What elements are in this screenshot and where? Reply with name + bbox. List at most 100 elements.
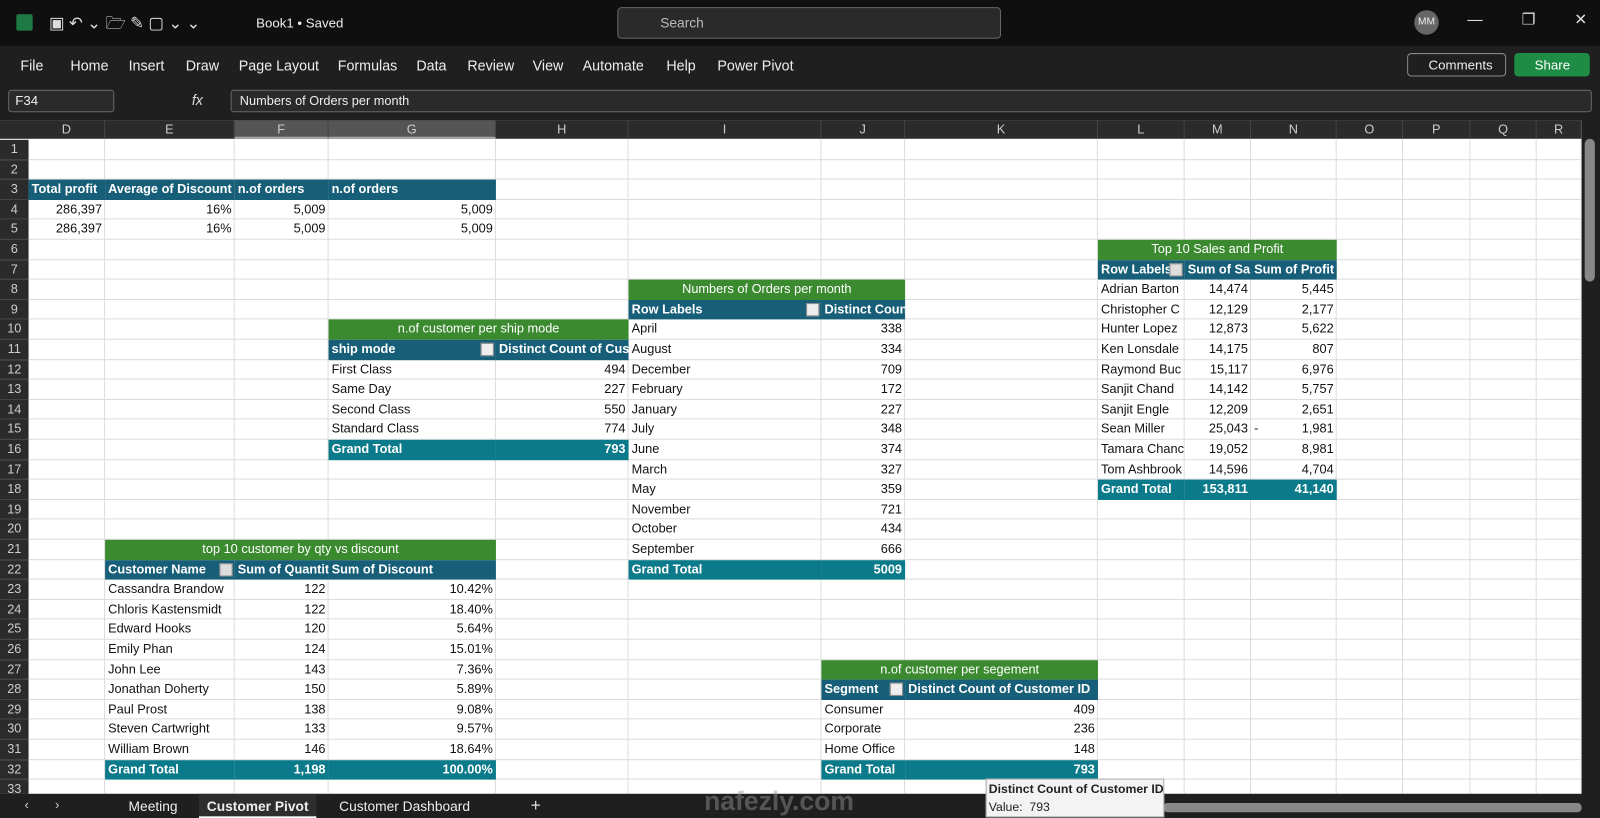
row-header[interactable]: 30 bbox=[0, 719, 29, 740]
pivot-cell: August bbox=[631, 341, 672, 357]
user-avatar[interactable]: MM bbox=[1414, 10, 1439, 35]
column-header[interactable]: H bbox=[496, 120, 629, 139]
row-header[interactable]: 31 bbox=[0, 739, 29, 760]
sheet-tab[interactable]: Customer Dashboard bbox=[339, 798, 471, 815]
row-header[interactable]: 13 bbox=[0, 379, 29, 400]
ribbon-tab[interactable]: Insert bbox=[128, 57, 165, 74]
pivot-title: Top 10 Sales and Profit bbox=[1097, 239, 1337, 260]
ribbon-tab[interactable]: Review bbox=[467, 57, 515, 74]
row-header[interactable]: 5 bbox=[0, 219, 29, 240]
grid-line bbox=[28, 398, 1582, 400]
row-header[interactable]: 24 bbox=[0, 599, 29, 620]
pivot-cell: 15.01% bbox=[449, 641, 493, 657]
pivot-cell: Tamara Chanc bbox=[1101, 441, 1184, 457]
pivot-header: Distinct Count of Customer ID bbox=[905, 679, 1098, 700]
app-title[interactable]: Book1 • Saved bbox=[256, 15, 344, 31]
ribbon-tab[interactable]: Help bbox=[666, 57, 696, 74]
column-header[interactable]: Q bbox=[1470, 120, 1537, 139]
row-header[interactable]: 19 bbox=[0, 499, 29, 520]
row-header[interactable]: 8 bbox=[0, 279, 29, 300]
row-header[interactable]: 16 bbox=[0, 439, 29, 460]
grid-line bbox=[28, 718, 1582, 720]
column-header[interactable]: I bbox=[629, 120, 822, 139]
ribbon-tab[interactable]: Home bbox=[70, 57, 109, 74]
column-header[interactable]: O bbox=[1337, 120, 1404, 139]
column-header[interactable]: N bbox=[1251, 120, 1337, 139]
pivot-cell: Ken Lonsdale bbox=[1101, 341, 1180, 357]
column-header[interactable]: L bbox=[1098, 120, 1185, 139]
sheet-tab[interactable]: Meeting bbox=[128, 798, 178, 815]
ribbon-tab[interactable]: View bbox=[532, 57, 564, 74]
ribbon-tab[interactable]: Draw bbox=[185, 57, 220, 74]
filter-button[interactable] bbox=[219, 562, 233, 577]
sheet-tab[interactable]: Customer Pivot bbox=[198, 793, 317, 818]
ribbon-tab[interactable]: Formulas bbox=[337, 57, 398, 74]
quick-access[interactable]: ▣ ↶ ⌄ 🗁 ✎ ▢ ⌄ ⌄ bbox=[48, 15, 201, 33]
column-header[interactable]: R bbox=[1537, 120, 1582, 139]
row-header[interactable]: 25 bbox=[0, 619, 29, 640]
name-box[interactable]: F34 bbox=[8, 89, 115, 113]
row-header[interactable]: 11 bbox=[0, 339, 29, 360]
filter-button[interactable] bbox=[480, 342, 494, 357]
worksheet-grid[interactable]: D E F G H I J K L M N O P Q R 1 2 3 4 5 6 7 8 9 10 11 12 13 14 15 16 17… bbox=[0, 120, 1582, 794]
ribbon-tab[interactable]: Power Pivot bbox=[717, 57, 794, 74]
filter-button[interactable] bbox=[806, 302, 820, 317]
tab-nav[interactable]: ‹ › bbox=[24, 796, 60, 813]
row-header[interactable]: 21 bbox=[0, 539, 29, 560]
row-header[interactable]: 27 bbox=[0, 659, 29, 680]
row-header[interactable]: 9 bbox=[0, 299, 29, 320]
tooltip-title: Distinct Count of Customer ID bbox=[988, 781, 1164, 796]
ribbon-tab[interactable]: Page Layout bbox=[238, 57, 320, 74]
add-sheet[interactable]: + bbox=[530, 795, 541, 816]
column-header[interactable]: K bbox=[905, 120, 1098, 139]
ribbon-tab[interactable]: Data bbox=[416, 57, 447, 74]
row-header[interactable]: 28 bbox=[0, 679, 29, 700]
row-header[interactable]: 7 bbox=[0, 259, 29, 280]
pivot-grand-total: Grand Total bbox=[328, 439, 496, 460]
pivot-cell: Jonathan Doherty bbox=[108, 681, 209, 697]
window-controls[interactable]: — ❐ ✕ bbox=[1467, 11, 1588, 29]
row-header[interactable]: 26 bbox=[0, 639, 29, 660]
ribbon-tab[interactable]: File bbox=[20, 57, 44, 74]
column-header[interactable]: E bbox=[105, 120, 235, 139]
column-header[interactable]: P bbox=[1403, 120, 1471, 139]
row-header[interactable]: 20 bbox=[0, 519, 29, 540]
comments-button[interactable]: Comments bbox=[1407, 53, 1507, 77]
formula-input[interactable]: Numbers of Orders per month bbox=[230, 89, 1592, 113]
row-header[interactable]: 1 bbox=[0, 139, 29, 160]
column-header[interactable]: M bbox=[1185, 120, 1252, 139]
row-header[interactable]: 32 bbox=[0, 759, 29, 780]
filter-button[interactable] bbox=[889, 682, 904, 697]
row-header[interactable]: 10 bbox=[0, 319, 29, 340]
row-header[interactable]: 18 bbox=[0, 479, 29, 500]
row-header[interactable]: 15 bbox=[0, 419, 29, 440]
column-header[interactable]: G bbox=[328, 120, 496, 139]
row-header[interactable]: 22 bbox=[0, 559, 29, 580]
grid-line bbox=[28, 378, 1582, 380]
vertical-scrollbar[interactable] bbox=[1584, 138, 1595, 282]
grid-line bbox=[28, 758, 1582, 760]
row-header[interactable]: 17 bbox=[0, 459, 29, 480]
pivot-header: Distinct Count of Cust bbox=[495, 339, 629, 360]
filter-button[interactable] bbox=[1169, 262, 1183, 277]
pivot-cell: 14,596 bbox=[1208, 461, 1248, 477]
row-header[interactable]: 6 bbox=[0, 239, 29, 260]
column-header[interactable]: F bbox=[234, 120, 329, 139]
share-button[interactable]: Share bbox=[1514, 53, 1590, 77]
row-header[interactable]: 12 bbox=[0, 359, 29, 380]
column-header[interactable]: J bbox=[821, 120, 906, 139]
pivot-cell: Corporate bbox=[824, 721, 882, 737]
row-header[interactable]: 3 bbox=[0, 179, 29, 200]
row-header[interactable]: 33 bbox=[0, 779, 29, 794]
row-header[interactable]: 14 bbox=[0, 399, 29, 420]
ribbon-tab[interactable]: Automate bbox=[582, 57, 644, 74]
column-header[interactable]: D bbox=[29, 120, 106, 139]
row-header[interactable]: 4 bbox=[0, 199, 29, 220]
row-header[interactable]: 2 bbox=[0, 159, 29, 180]
search-box[interactable] bbox=[617, 7, 1002, 39]
row-header[interactable]: 29 bbox=[0, 699, 29, 720]
pivot-header: Sum of Sal bbox=[1184, 259, 1252, 280]
row-header[interactable]: 23 bbox=[0, 579, 29, 600]
horizontal-scrollbar[interactable] bbox=[1163, 803, 1582, 813]
pivot-cell: 25,043 bbox=[1208, 421, 1248, 437]
